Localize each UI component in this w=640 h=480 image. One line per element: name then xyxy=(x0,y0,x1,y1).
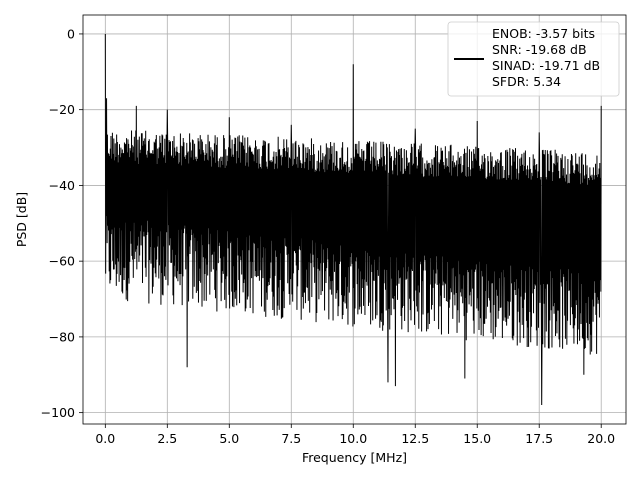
psd-series-line xyxy=(104,33,602,406)
x-tick-label: 12.5 xyxy=(401,431,429,446)
plot-frame xyxy=(82,14,627,425)
y-tick-label: −80 xyxy=(49,329,75,344)
y-tick-label: −40 xyxy=(49,178,75,193)
y-axis-ticks: 0 −20 −40 −60 −80 −100 xyxy=(41,26,83,420)
legend-snr: SNR: -19.68 dB xyxy=(492,42,587,57)
legend-enob: ENOB: -3.57 bits xyxy=(492,26,595,41)
y-axis-label: PSD [dB] xyxy=(14,192,29,247)
x-tick-label: 7.5 xyxy=(281,431,301,446)
x-tick-label: 10.0 xyxy=(339,431,367,446)
y-tick-label: 0 xyxy=(67,26,75,41)
y-tick-label: −20 xyxy=(49,102,75,117)
series-group xyxy=(104,33,602,406)
legend-sinad: SINAD: -19.71 dB xyxy=(492,58,600,73)
x-tick-label: 15.0 xyxy=(463,431,491,446)
x-tick-label: 17.5 xyxy=(525,431,553,446)
y-tick-label: −100 xyxy=(41,405,75,420)
x-tick-label: 0.0 xyxy=(95,431,115,446)
legend: ENOB: -3.57 bits SNR: -19.68 dB SINAD: -… xyxy=(447,21,620,97)
x-tick-label: 5.0 xyxy=(219,431,239,446)
legend-box xyxy=(447,21,620,97)
x-axis-label: Frequency [MHz] xyxy=(302,450,407,465)
legend-sfdr: SFDR: 5.34 xyxy=(492,74,561,89)
x-axis-ticks: 0.0 2.5 5.0 7.5 10.0 12.5 15.0 17.5 20.0 xyxy=(95,424,615,446)
y-tick-label: −60 xyxy=(49,254,75,269)
x-tick-label: 20.0 xyxy=(587,431,615,446)
x-tick-label: 2.5 xyxy=(157,431,177,446)
